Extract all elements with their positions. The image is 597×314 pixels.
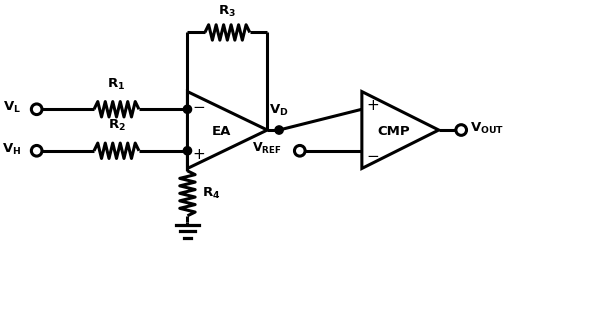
Text: EA: EA xyxy=(211,125,230,138)
Text: $-$: $-$ xyxy=(366,147,379,162)
Text: $\mathbf{V_L}$: $\mathbf{V_L}$ xyxy=(3,100,21,115)
Text: $\mathbf{V_D}$: $\mathbf{V_D}$ xyxy=(269,103,289,118)
Circle shape xyxy=(183,147,192,155)
Circle shape xyxy=(32,145,42,156)
Circle shape xyxy=(183,105,192,113)
Text: $+$: $+$ xyxy=(366,98,379,113)
Text: $\mathbf{R_1}$: $\mathbf{R_1}$ xyxy=(107,76,125,91)
Circle shape xyxy=(275,126,283,134)
Text: $\mathbf{R_4}$: $\mathbf{R_4}$ xyxy=(202,186,220,201)
Circle shape xyxy=(294,145,305,156)
Circle shape xyxy=(456,125,466,135)
Text: $+$: $+$ xyxy=(192,147,205,162)
Text: $\mathbf{V_H}$: $\mathbf{V_H}$ xyxy=(2,141,21,157)
Text: $\mathbf{R_3}$: $\mathbf{R_3}$ xyxy=(219,4,236,19)
Text: $\mathbf{V_{REF}}$: $\mathbf{V_{REF}}$ xyxy=(253,141,282,156)
Text: $\mathbf{V_{OUT}}$: $\mathbf{V_{OUT}}$ xyxy=(470,121,504,136)
Text: $-$: $-$ xyxy=(192,98,205,113)
Circle shape xyxy=(32,104,42,115)
Text: CMP: CMP xyxy=(378,125,411,138)
Text: $\mathbf{R_2}$: $\mathbf{R_2}$ xyxy=(107,118,125,133)
